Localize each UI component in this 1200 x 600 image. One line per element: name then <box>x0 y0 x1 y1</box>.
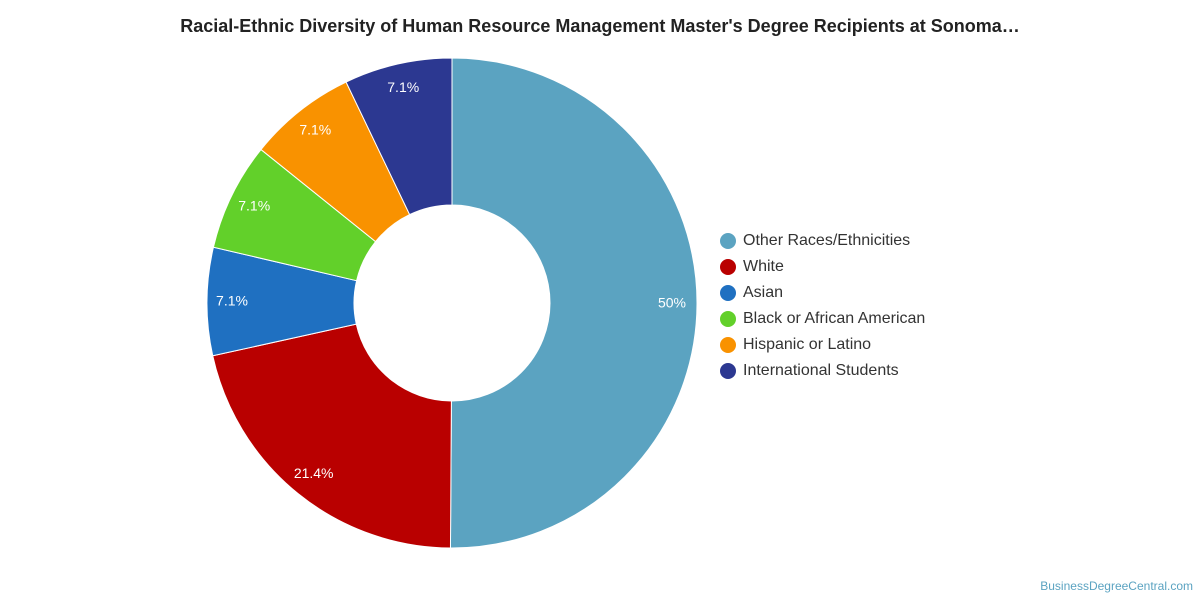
legend-label: Hispanic or Latino <box>743 336 872 353</box>
slice-other-races-ethnicities[interactable] <box>449 57 698 549</box>
slice-international-students[interactable] <box>345 57 453 216</box>
legend-swatch <box>720 285 736 301</box>
chart-title: Racial-Ethnic Diversity of Human Resourc… <box>180 16 1020 36</box>
legend-label: Asian <box>743 284 784 301</box>
legend-swatch <box>720 233 736 249</box>
slice-data-label: 7.1% <box>299 121 331 137</box>
legend-item-asian[interactable]: Asian <box>720 280 925 306</box>
legend-item-white[interactable]: White <box>720 254 925 280</box>
slice-data-label: 7.1% <box>387 79 419 95</box>
watermark[interactable]: BusinessDegreeCentral.com <box>1040 579 1193 593</box>
legend-item-hispanic[interactable]: Hispanic or Latino <box>720 332 925 358</box>
slice-white[interactable] <box>212 323 452 549</box>
legend-item-international[interactable]: International Students <box>720 358 925 384</box>
legend-label: Other Races/Ethnicities <box>743 232 911 249</box>
slice-data-label: 21.4% <box>294 465 334 481</box>
slice-data-label: 7.1% <box>238 197 270 213</box>
slice-data-label: 50% <box>658 294 686 310</box>
legend-swatch <box>720 363 736 379</box>
legend: Other Races/Ethnicities White Asian Blac… <box>720 228 925 384</box>
legend-swatch <box>720 259 736 275</box>
legend-label: White <box>743 258 784 275</box>
slice-data-label: 7.1% <box>216 292 248 308</box>
legend-item-other-races[interactable]: Other Races/Ethnicities <box>720 228 925 254</box>
legend-swatch <box>720 311 736 327</box>
legend-item-black[interactable]: Black or African American <box>720 306 925 332</box>
legend-label: International Students <box>743 362 899 379</box>
legend-swatch <box>720 337 736 353</box>
legend-label: Black or African American <box>743 310 926 327</box>
